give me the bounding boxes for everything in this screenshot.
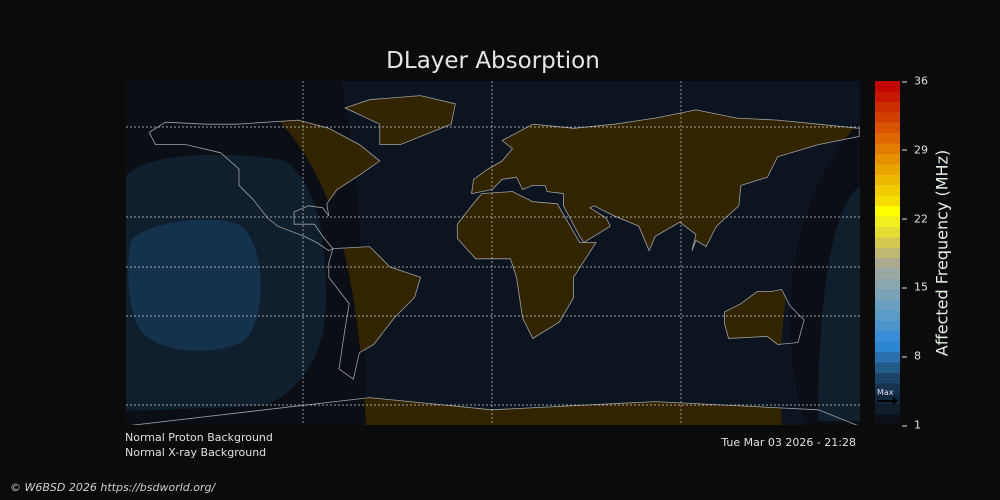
max-arrow-icon	[877, 397, 898, 405]
colorbar-tick: 29	[902, 143, 928, 156]
absorption-zone-mid	[128, 219, 261, 351]
max-marker-label: Max	[877, 388, 894, 397]
world-map	[126, 81, 860, 425]
land-greenland	[345, 95, 456, 145]
coastline-australia	[724, 288, 805, 345]
xray-status: Normal X-ray Background	[125, 446, 267, 459]
colorbar-tick: 22	[902, 212, 928, 225]
colorbar	[875, 81, 900, 425]
coastline-africa	[456, 191, 597, 339]
coastline-europe-asia	[471, 109, 860, 252]
timestamp: Tue Mar 03 2026 - 21:28	[721, 436, 856, 449]
chart-title: DLayer Absorption	[386, 48, 600, 74]
coastline-south-america	[328, 246, 422, 380]
colorbar-tick: 15	[902, 281, 928, 294]
proton-status: Normal Proton Background	[125, 431, 273, 444]
coastline-greenland	[344, 95, 456, 145]
colorbar-tick: 1	[902, 419, 921, 432]
land-europe-asia	[471, 109, 860, 251]
colorbar-tick: 36	[902, 75, 928, 88]
absorption-zone-low-east	[818, 186, 860, 421]
copyright: © W6BSD 2026 https://bsdworld.org/	[10, 481, 216, 494]
coastline-antarctica	[130, 397, 858, 425]
colorbar-tick: 8	[902, 350, 921, 363]
coastline-north-america	[148, 119, 381, 252]
colorbar-label: Affected Frequency (MHz)	[932, 149, 952, 357]
land-africa	[457, 191, 596, 339]
